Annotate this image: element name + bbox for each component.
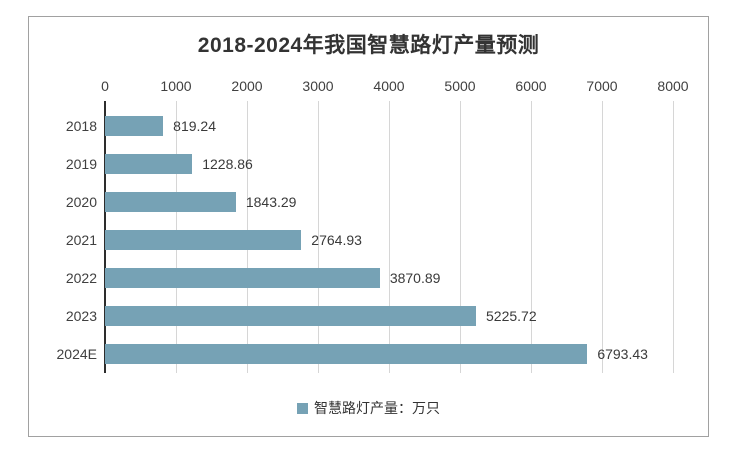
category-label: 2019 xyxy=(65,156,97,172)
category-label: 2020 xyxy=(65,194,97,210)
gridline xyxy=(673,101,674,373)
bar xyxy=(105,344,588,364)
bar xyxy=(105,306,477,326)
bar xyxy=(105,192,236,212)
bar xyxy=(105,230,302,250)
category-label: 2024E xyxy=(56,346,97,362)
category-label: 2018 xyxy=(65,118,97,134)
bar xyxy=(105,154,193,174)
chart-frame: 2018-2024年我国智慧路灯产量预测 0 1000 2000 3000 4000 50… xyxy=(28,16,709,437)
bar-value-label: 1843.29 xyxy=(245,194,297,210)
gridline xyxy=(389,101,390,373)
gridline xyxy=(460,101,461,373)
category-label: 2021 xyxy=(65,232,97,248)
x-axis-tick-label: 5000 xyxy=(444,78,476,94)
x-axis-tick-label: 7000 xyxy=(586,78,618,94)
bar-value-label: 819.24 xyxy=(173,118,216,134)
x-axis-tick-label: 1000 xyxy=(160,78,192,94)
bar xyxy=(105,116,164,136)
gridline xyxy=(318,101,319,373)
legend-marker xyxy=(297,402,308,414)
gridline xyxy=(602,101,603,373)
x-axis-tick-label: 3000 xyxy=(302,78,334,94)
x-axis-tick-label: 0 xyxy=(101,78,109,94)
legend-label: 智慧路灯产量：万只 xyxy=(314,400,440,416)
gridline xyxy=(531,101,532,373)
category-label: 2022 xyxy=(65,270,97,286)
bar xyxy=(105,268,380,288)
chart-title: 2018-2024年我国智慧路灯产量预测 xyxy=(197,34,540,57)
bar-value-label: 6793.43 xyxy=(597,346,648,362)
x-axis-tick-label: 2000 xyxy=(231,78,263,94)
bar-value-label: 1228.86 xyxy=(202,156,253,172)
bar-value-label: 5225.72 xyxy=(486,308,537,324)
category-label: 2023 xyxy=(65,308,97,324)
bar-value-label: 2764.93 xyxy=(311,232,362,248)
x-axis-tick-label: 6000 xyxy=(515,78,547,94)
x-axis-tick-label: 4000 xyxy=(373,78,405,94)
x-axis-tick-label: 8000 xyxy=(657,78,689,94)
bar-value-label: 3870.89 xyxy=(389,270,441,286)
legend: 智慧路灯产量：万只 xyxy=(29,398,708,418)
